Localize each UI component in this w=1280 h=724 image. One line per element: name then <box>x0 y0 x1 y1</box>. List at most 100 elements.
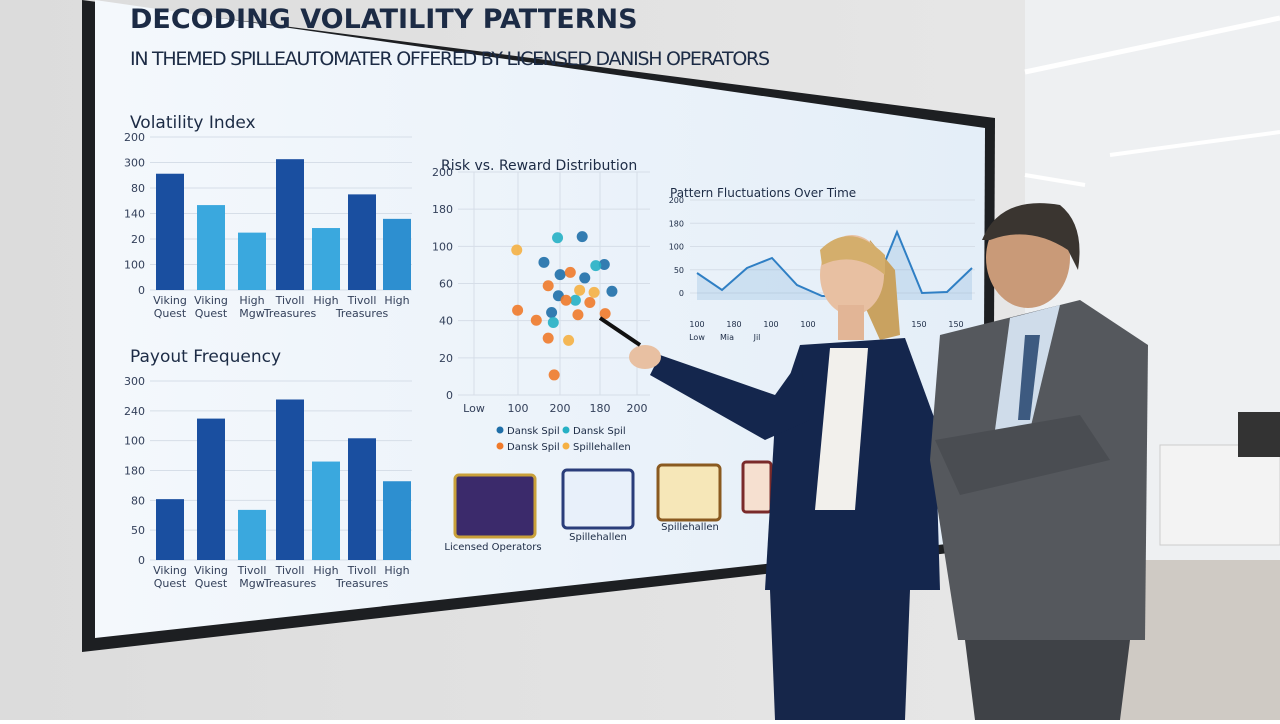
y-tick-label: 80 <box>131 494 145 507</box>
legend-swatch <box>562 442 570 450</box>
x-tick-label: Low <box>689 333 705 342</box>
chair <box>1238 412 1280 457</box>
x-tick-label: Jil <box>753 333 761 342</box>
x-tick-label: 100 <box>763 320 778 329</box>
x-tick-label: 200 <box>550 402 571 415</box>
title: DECODING VOLATILITY PATTERNS <box>130 4 638 35</box>
woman <box>598 235 940 720</box>
arm <box>650 355 810 440</box>
y-tick-label: 140 <box>124 208 145 221</box>
bar <box>197 205 225 290</box>
y-tick-label: 20 <box>439 352 453 365</box>
scatter-point <box>588 286 600 298</box>
bar <box>348 194 376 290</box>
y-tick-label: 300 <box>124 157 145 170</box>
y-tick-label: 100 <box>432 240 453 253</box>
scatter-point <box>598 259 610 271</box>
y-tick-label: 200 <box>669 196 684 205</box>
crossed-arms <box>935 415 1110 495</box>
x-tick-label: 100 <box>689 320 704 329</box>
pants <box>770 590 910 720</box>
x-tick-label: 180 <box>590 402 611 415</box>
tie <box>1018 335 1040 420</box>
scatter-point <box>560 294 572 306</box>
scatter-point <box>554 269 566 281</box>
scatter-point <box>584 296 596 308</box>
scatter-point <box>552 232 564 244</box>
x-tick-label: 100 <box>800 320 815 329</box>
bar <box>348 438 376 560</box>
scatter-point <box>576 231 588 243</box>
scatter-point <box>569 294 581 306</box>
y-tick-label: 0 <box>138 284 145 297</box>
x-tick-label: 150 <box>948 320 963 329</box>
panel-title: Payout Frequency <box>130 347 281 367</box>
x-tick-label: Viking Quest <box>194 294 228 320</box>
pants <box>965 640 1130 720</box>
bar <box>238 232 266 290</box>
x-tick-label: Viking Quest <box>153 294 187 320</box>
x-tick-label: Viking Quest <box>194 564 228 590</box>
scatter-point <box>547 317 559 329</box>
bar <box>383 218 411 290</box>
bar <box>156 499 184 560</box>
y-tick-label: 50 <box>674 266 684 275</box>
legend-label: Dansk Spil <box>507 426 560 437</box>
x-tick-label: Mia <box>720 333 734 342</box>
bar <box>383 481 411 560</box>
hair <box>982 203 1080 270</box>
legend-label: Dansk Spil <box>507 442 560 453</box>
y-tick-label: 0 <box>679 289 684 298</box>
x-tick-label: High Mgw <box>239 294 264 320</box>
scatter-point <box>530 314 542 326</box>
legend-swatch <box>496 426 504 434</box>
scatter-point <box>599 308 611 320</box>
bar <box>238 509 266 560</box>
slot-thumbnail <box>453 473 537 539</box>
scatter-point <box>512 304 524 316</box>
y-tick-label: 200 <box>124 131 145 144</box>
x-tick-label: Tivoll Treasures <box>263 564 317 590</box>
scatter-point <box>542 280 554 292</box>
panel-title: Pattern Fluctuations Over Time <box>670 186 856 200</box>
scatter-point <box>542 332 554 344</box>
bar <box>312 461 340 560</box>
y-tick-label: 180 <box>432 203 453 216</box>
bar <box>276 159 304 290</box>
scatter-point <box>572 309 584 321</box>
thumbnails <box>453 460 773 539</box>
x-tick-label: Tivoll Treasures <box>335 564 389 590</box>
scatter-point <box>590 260 602 272</box>
scatter-point <box>574 284 586 296</box>
subtitle: IN THEMED SPILLEAUTOMATER OFFERED BY LIC… <box>130 48 770 70</box>
blouse <box>815 348 868 510</box>
y-tick-label: 40 <box>439 315 453 328</box>
scatter-point <box>538 256 550 268</box>
y-tick-label: 300 <box>124 375 145 388</box>
y-tick-label: 180 <box>669 219 684 228</box>
x-tick-label: 180 <box>726 320 741 329</box>
thumbnail-caption: Spillehallen <box>661 522 719 533</box>
x-tick-label: Viking Quest <box>153 564 187 590</box>
x-tick-label: 200 <box>627 402 648 415</box>
panel-title: Volatility Index <box>130 113 256 133</box>
man <box>930 203 1148 720</box>
y-tick-label: 100 <box>124 259 145 272</box>
scatter-point <box>564 266 576 278</box>
pointer <box>598 316 642 347</box>
neck <box>838 305 864 340</box>
x-tick-label: 100 <box>508 402 529 415</box>
y-tick-label: 200 <box>432 166 453 179</box>
slot-thumbnail <box>656 463 722 522</box>
bar <box>197 418 225 560</box>
bar <box>156 173 184 290</box>
bar <box>312 228 340 290</box>
x-tick-label: High <box>384 294 409 307</box>
x-tick-label: High <box>313 294 338 307</box>
y-tick-label: 0 <box>138 554 145 567</box>
scatter-point <box>606 285 618 297</box>
ceiling-light <box>1024 15 1280 75</box>
y-tick-label: 0 <box>446 389 453 402</box>
hair <box>820 236 885 275</box>
